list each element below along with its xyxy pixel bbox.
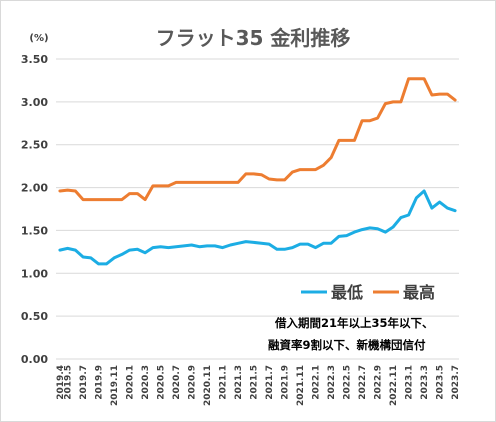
x-tick-label: 2022.11 xyxy=(389,365,399,406)
y-axis-ticks: 0.00 0.50 1.00 1.50 2.00 2.50 3.00 3.50 xyxy=(21,53,48,366)
x-tick-label: 2021.7 xyxy=(265,365,275,400)
x-tick-label: 2023.3 xyxy=(420,365,430,400)
y-tick-label: 1.50 xyxy=(21,224,48,237)
x-tick-label: 2020.11 xyxy=(203,365,213,406)
annotation-line-1: 借入期間21年以上35年以下、 xyxy=(274,316,434,330)
x-tick-label: 2020.1 xyxy=(126,365,136,400)
x-tick-label: 2020.9 xyxy=(188,365,198,400)
y-tick-label: 3.50 xyxy=(21,53,48,66)
y-tick-label: 1.00 xyxy=(21,267,48,280)
x-tick-label: 2021.5 xyxy=(250,365,260,400)
x-tick-label: 2022.7 xyxy=(358,365,368,400)
x-tick-label: 2021.9 xyxy=(281,365,291,400)
x-tick-label: 2022.5 xyxy=(343,365,353,400)
chart-title: フラット35 金利推移 xyxy=(156,26,351,50)
series-line-max xyxy=(58,77,457,202)
y-tick-label: 0.50 xyxy=(21,310,48,323)
series-line-min xyxy=(58,189,457,266)
y-tick-label: 0.00 xyxy=(21,353,48,366)
y-unit-label: (%) xyxy=(29,33,48,44)
x-tick-label: 2020.5 xyxy=(157,365,167,400)
y-tick-label: 2.00 xyxy=(21,182,48,195)
annotation-line-2: 融資率9割以下、新機構団信付 xyxy=(268,338,426,352)
x-tick-label: 2021.3 xyxy=(234,365,244,400)
x-tick-label: 2019.9 xyxy=(95,365,105,400)
x-tick-label: 2023.5 xyxy=(436,365,446,400)
x-tick-label: 2020.3 xyxy=(141,365,151,400)
x-tick-label: 2021.11 xyxy=(296,365,306,406)
x-tick-label: 2022.9 xyxy=(374,365,384,400)
x-tick-label: 2019.5 xyxy=(64,365,74,400)
x-tick-label: 2023.7 xyxy=(451,365,461,400)
x-tick-label: 2019.7 xyxy=(79,365,89,400)
legend: 最低 最高 xyxy=(301,283,435,302)
x-tick-label: 2020.7 xyxy=(172,365,182,400)
series-lines xyxy=(58,77,457,266)
x-tick-label: 2023.1 xyxy=(405,365,415,400)
y-tick-label: 2.50 xyxy=(21,139,48,152)
y-tick-label: 3.00 xyxy=(21,96,48,109)
legend-label-max: 最高 xyxy=(403,283,435,302)
x-tick-label: 2021.1 xyxy=(219,365,229,400)
x-tick-label: 2019.4 xyxy=(56,365,66,400)
x-tick-label: 2022.3 xyxy=(327,365,337,400)
gridlines xyxy=(56,58,459,360)
legend-label-min: 最低 xyxy=(331,283,363,302)
x-tick-label: 2019.11 xyxy=(110,365,120,406)
x-tick-label: 2022.1 xyxy=(312,365,322,400)
